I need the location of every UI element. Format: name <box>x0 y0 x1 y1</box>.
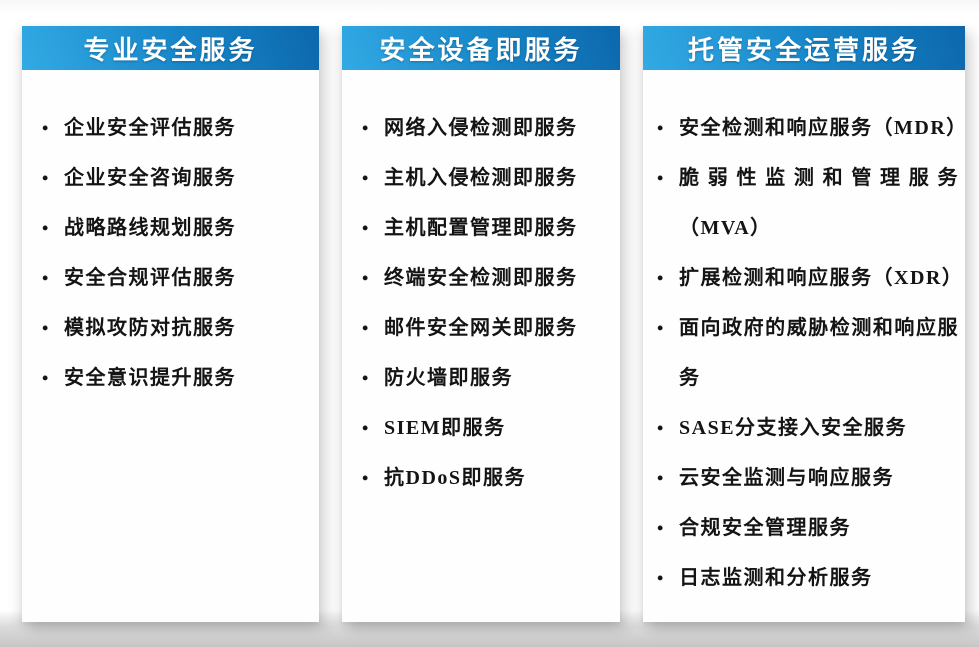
bullet-icon: • <box>657 568 665 588</box>
bullet-icon: • <box>42 368 50 388</box>
list-item: • 战略路线规划服务 <box>36 203 313 253</box>
list-item: • 面向政府的威胁检测和响应服务 <box>653 303 959 403</box>
list-item: • 模拟攻防对抗服务 <box>36 303 313 353</box>
service-item-label: 面向政府的威胁检测和响应服务 <box>679 317 959 389</box>
bullet-icon: • <box>362 318 370 338</box>
bullet-icon: • <box>42 268 50 288</box>
bullet-icon: • <box>657 118 665 138</box>
service-item-label: 主机入侵检测即服务 <box>384 167 578 189</box>
service-list-managed-security-operations-services: • 安全检测和响应服务（MDR） • 脆弱性监测和管理服务（MVA） • 扩展检测和响应服… <box>643 70 968 603</box>
service-list-security-equipment-as-a-service: • 网络入侵检测即服务 • 主机入侵检测即服务 • 主机配置管理即服务 • 终端安全检测即服务… <box>342 70 620 503</box>
bullet-icon: • <box>657 168 665 188</box>
bullet-icon: • <box>657 468 665 488</box>
list-item: • 抗DDoS即服务 <box>356 453 614 503</box>
bullet-icon: • <box>42 118 50 138</box>
bullet-icon: • <box>657 418 665 438</box>
list-item: • 合规安全管理服务 <box>653 503 959 553</box>
service-item-label: 网络入侵检测即服务 <box>384 117 578 139</box>
service-item-label: 终端安全检测即服务 <box>384 267 578 289</box>
service-item-label: 主机配置管理即服务 <box>384 217 578 239</box>
service-item-label: 企业安全咨询服务 <box>64 167 236 189</box>
list-item: • 安全检测和响应服务（MDR） <box>653 103 968 153</box>
list-item: • 日志监测和分析服务 <box>653 553 959 603</box>
service-item-label: 企业安全评估服务 <box>64 117 236 139</box>
bullet-icon: • <box>42 218 50 238</box>
service-item-label: 云安全监测与响应服务 <box>679 467 894 489</box>
service-item-label: 抗DDoS即服务 <box>384 467 527 489</box>
service-item-label: 合规安全管理服务 <box>679 517 851 539</box>
service-item-label: 安全检测和响应服务（MDR） <box>679 117 968 139</box>
service-list-professional-security-services: • 企业安全评估服务 • 企业安全咨询服务 • 战略路线规划服务 • 安全合规评估服务 • 模拟攻… <box>22 70 319 403</box>
list-item: • 邮件安全网关即服务 <box>356 303 614 353</box>
bullet-icon: • <box>657 268 665 288</box>
list-item: • 安全合规评估服务 <box>36 253 313 303</box>
bullet-icon: • <box>362 118 370 138</box>
bullet-icon: • <box>362 268 370 288</box>
list-item: • 主机入侵检测即服务 <box>356 153 614 203</box>
service-item-label: 模拟攻防对抗服务 <box>64 317 236 339</box>
service-item-label: 战略路线规划服务 <box>64 217 236 239</box>
list-item: • 企业安全咨询服务 <box>36 153 313 203</box>
card-professional-security-services: 专业安全服务 • 企业安全评估服务 • 企业安全咨询服务 • 战略路线规划服务 • 安全合规评… <box>22 26 319 622</box>
bullet-icon: • <box>362 368 370 388</box>
list-item: • SIEM即服务 <box>356 403 614 453</box>
category-header-professional-security-services: 专业安全服务 <box>22 26 319 70</box>
service-item-label: SASE分支接入安全服务 <box>679 417 908 439</box>
list-item: • 扩展检测和响应服务（XDR） <box>653 253 964 303</box>
list-item: • 企业安全评估服务 <box>36 103 313 153</box>
category-header-managed-security-operations-services: 托管安全运营服务 <box>643 26 965 70</box>
service-item-label: 邮件安全网关即服务 <box>384 317 578 339</box>
list-item: • 安全意识提升服务 <box>36 353 313 403</box>
list-item: • 终端安全检测即服务 <box>356 253 614 303</box>
category-header-security-equipment-as-a-service: 安全设备即服务 <box>342 26 620 70</box>
list-item: • 防火墙即服务 <box>356 353 614 403</box>
bullet-icon: • <box>362 468 370 488</box>
service-item-label: 安全意识提升服务 <box>64 367 236 389</box>
card-security-equipment-as-a-service: 安全设备即服务 • 网络入侵检测即服务 • 主机入侵检测即服务 • 主机配置管理即服务 • 终… <box>342 26 620 622</box>
bullet-icon: • <box>362 418 370 438</box>
list-item: • 主机配置管理即服务 <box>356 203 614 253</box>
service-item-label: SIEM即服务 <box>384 417 506 439</box>
bullet-icon: • <box>42 318 50 338</box>
bullet-icon: • <box>362 168 370 188</box>
list-item: • 云安全监测与响应服务 <box>653 453 959 503</box>
service-item-label: 扩展检测和响应服务（XDR） <box>679 267 964 289</box>
list-item: • SASE分支接入安全服务 <box>653 403 959 453</box>
list-item: • 脆弱性监测和管理服务（MVA） <box>653 153 959 253</box>
list-item: • 网络入侵检测即服务 <box>356 103 614 153</box>
card-managed-security-operations-services: 托管安全运营服务 • 安全检测和响应服务（MDR） • 脆弱性监测和管理服务（MVA）… <box>643 26 968 622</box>
bullet-icon: • <box>657 318 665 338</box>
service-item-label: 安全合规评估服务 <box>64 267 236 289</box>
service-item-label: 脆弱性监测和管理服务（MVA） <box>679 167 959 239</box>
service-item-label: 防火墙即服务 <box>384 367 513 389</box>
bullet-icon: • <box>42 168 50 188</box>
service-item-label: 日志监测和分析服务 <box>679 567 873 589</box>
bullet-icon: • <box>657 518 665 538</box>
bullet-icon: • <box>362 218 370 238</box>
